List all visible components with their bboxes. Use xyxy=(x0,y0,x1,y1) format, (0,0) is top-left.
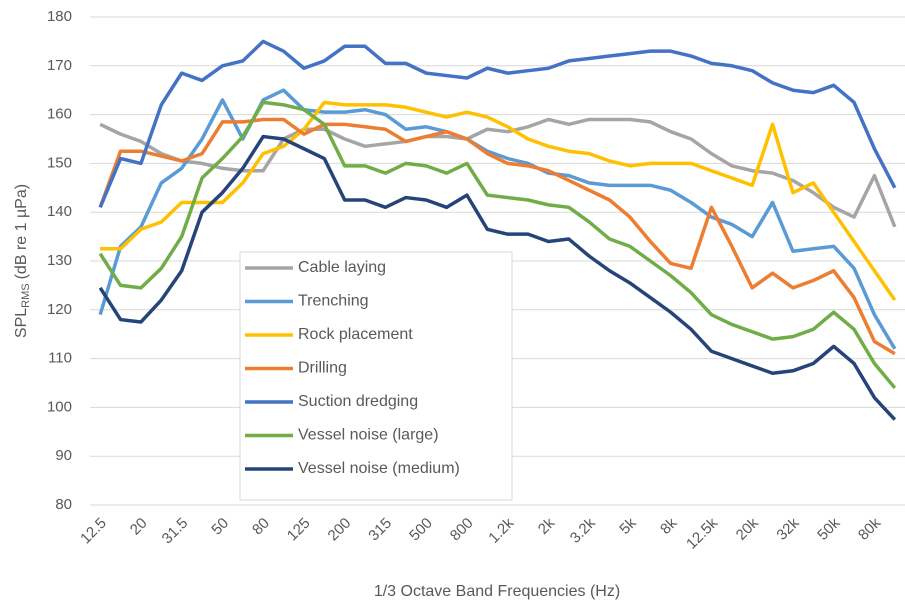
legend-label: Suction dredging xyxy=(298,393,418,410)
legend-box xyxy=(239,251,513,501)
series-line xyxy=(98,134,897,421)
x-tick-label: 200 xyxy=(325,515,355,545)
series-line xyxy=(98,117,896,356)
legend-label: Cable laying xyxy=(298,259,386,276)
x-tick-label: 31.5 xyxy=(159,515,192,548)
x-tick-label: 125 xyxy=(284,515,314,545)
x-tick-label: 5k xyxy=(616,514,640,538)
x-tick-label: 80k xyxy=(855,514,884,543)
x-tick-label: 800 xyxy=(447,515,477,545)
x-tick-label: 50k xyxy=(814,514,843,543)
x-tick-label: 2k xyxy=(535,514,559,538)
y-tick-label: 100 xyxy=(47,398,72,415)
legend-label: Drilling xyxy=(298,360,347,377)
y-tick-label: 140 xyxy=(47,203,72,220)
y-axis-title-rest: (dB re 1 µPa) xyxy=(13,184,30,279)
y-axis-title-sub: RMS xyxy=(20,283,32,307)
x-tick-label: 20 xyxy=(127,515,151,539)
legend-label: Rock placement xyxy=(298,326,413,343)
series-line xyxy=(99,117,897,228)
x-tick-label: 8k xyxy=(657,514,681,538)
legend: Cable laying Trenching Rock placement Drill… xyxy=(239,251,513,501)
x-tick-label: 50 xyxy=(208,515,232,539)
x-tick-label: 1.2k xyxy=(485,514,517,546)
y-axis-title-main: SPL xyxy=(13,308,30,338)
legend-label: Vessel noise (large) xyxy=(298,427,439,444)
x-tick-label: 500 xyxy=(406,515,436,545)
y-tick-label: 170 xyxy=(47,57,72,74)
x-tick-label: 12.5k xyxy=(683,514,721,552)
x-tick-label: 20k xyxy=(733,514,762,543)
series-line xyxy=(98,88,897,350)
legend-label: Trenching xyxy=(298,293,369,310)
y-tick-label: 80 xyxy=(55,496,72,513)
x-tick-label: 3.2k xyxy=(567,514,599,546)
y-tick-label: 130 xyxy=(47,252,72,269)
y-tick-label: 90 xyxy=(55,447,72,464)
y-tick-label: 120 xyxy=(47,301,72,318)
y-tick-label: 180 xyxy=(47,8,72,25)
series-line xyxy=(98,39,897,208)
series-line xyxy=(100,100,897,302)
y-axis-title: SPLRMS (dB re 1 µPa) xyxy=(13,184,32,338)
x-tick-label: 32k xyxy=(773,514,802,543)
x-tick-label: 12.5 xyxy=(77,515,110,548)
legend-label: Vessel noise (medium) xyxy=(298,460,460,477)
x-tick-label: 315 xyxy=(365,515,395,545)
y-tick-label: 110 xyxy=(48,350,72,367)
y-tick-label: 160 xyxy=(47,106,72,123)
series-line xyxy=(98,100,897,390)
y-tick-label: 150 xyxy=(47,154,72,171)
x-axis-title: 1/3 Octave Band Frequencies (Hz) xyxy=(374,583,620,600)
x-tick-label: 80 xyxy=(249,515,273,539)
